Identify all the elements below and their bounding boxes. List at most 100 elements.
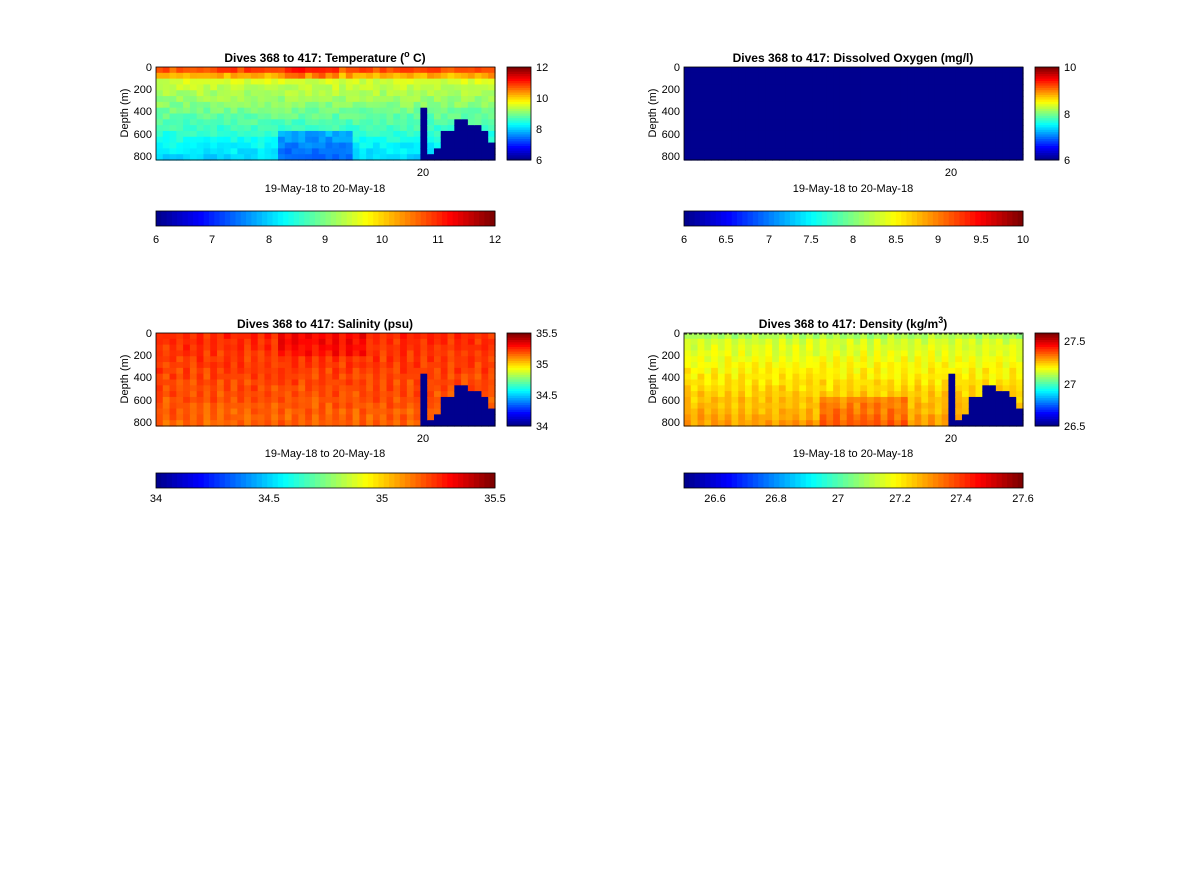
heatmap-cell [420, 420, 428, 427]
colorbar-swatch [1035, 113, 1059, 117]
heatmap-cell [792, 125, 800, 132]
heatmap-cell [325, 338, 333, 346]
heatmap-cell [1002, 367, 1011, 375]
heatmap-cell [833, 367, 841, 375]
heatmap-cell [461, 420, 469, 427]
heatmap-cell [352, 373, 360, 381]
heatmap-cell [250, 420, 259, 427]
heatmap-cell [250, 101, 259, 109]
heatmap-cell [751, 78, 760, 86]
heatmap-cell [799, 356, 807, 363]
heatmap-cell [189, 67, 198, 74]
heatmap-cell [907, 350, 916, 357]
heatmap-cell [481, 96, 489, 103]
heatmap-cell [975, 78, 983, 86]
heatmap-cell [440, 356, 449, 363]
heatmap-cell [325, 78, 333, 86]
heatmap-cell [785, 107, 794, 115]
heatmap-cell [400, 338, 408, 346]
heatmap-cell [921, 350, 929, 357]
heatmap-cell [717, 373, 726, 381]
heatmap-cell [196, 67, 205, 74]
heatmap-cell [690, 78, 699, 86]
heatmap-cell [751, 420, 760, 427]
heatmap-cell [488, 385, 496, 392]
heatmap-cell [900, 414, 909, 421]
heatmap-cell [826, 90, 834, 97]
colorbar-swatch [747, 473, 754, 488]
heatmap-cell [372, 154, 381, 161]
heatmap-cell [955, 420, 963, 427]
heatmap-cell [461, 148, 469, 155]
heatmap-cell [318, 96, 327, 103]
heatmap-cell [778, 67, 787, 74]
heatmap-cell [400, 78, 408, 86]
heatmap-cell [169, 391, 177, 398]
heatmap-cell [697, 396, 705, 404]
heatmap-cell [690, 142, 699, 149]
heatmap-cell [799, 373, 807, 381]
heatmap-cell [684, 373, 692, 381]
heatmap-cell [162, 391, 171, 398]
heatmap-cell [366, 101, 374, 109]
heatmap-cell [711, 344, 719, 352]
colorbar-swatch [901, 473, 907, 488]
heatmap-cell [311, 338, 320, 346]
heatmap-cell [867, 90, 875, 97]
colorbar-swatch [431, 211, 438, 226]
heatmap-cell [982, 78, 990, 86]
heatmap-cell [420, 367, 428, 375]
colorbar-swatch [1035, 115, 1059, 119]
heatmap-cell [873, 113, 882, 120]
heatmap-cell [393, 113, 401, 120]
heatmap-cell [325, 67, 333, 74]
heatmap-cell [440, 90, 449, 97]
heatmap-cell [975, 408, 983, 415]
heatmap-cell [724, 96, 733, 103]
heatmap-cell [481, 414, 489, 421]
heatmap-cell [305, 101, 313, 109]
heatmap-cell [447, 136, 455, 144]
heatmap-cell [860, 356, 868, 363]
heatmap-cell [900, 72, 909, 80]
heatmap-cell [257, 420, 266, 427]
colorbar-swatch [507, 416, 531, 420]
heatmap-cell [928, 142, 936, 149]
heatmap-cell [880, 373, 888, 381]
heatmap-cell [176, 333, 184, 340]
heatmap-cell [731, 96, 739, 103]
heatmap-cell [196, 148, 205, 155]
heatmap-cell [366, 67, 374, 74]
heatmap-cell [819, 96, 827, 103]
colorbar-swatch [1035, 150, 1059, 154]
heatmap-cell [900, 338, 909, 346]
heatmap-cell [257, 72, 266, 80]
heatmap-cell [900, 385, 909, 392]
colorbar-tick-label: 27.6 [1012, 493, 1033, 505]
colorbar-swatch [426, 211, 432, 226]
heatmap-cell [894, 72, 902, 80]
heatmap-cell [427, 356, 435, 363]
heatmap-cell [724, 78, 733, 86]
heatmap-cell [244, 125, 252, 132]
colorbar-swatch [784, 473, 791, 488]
colorbar-swatch [507, 407, 531, 411]
heatmap-cell [799, 90, 807, 97]
heatmap-cell [799, 148, 807, 155]
colorbar-swatch [837, 473, 844, 488]
heatmap-cell [846, 67, 855, 74]
heatmap-cell [237, 113, 245, 120]
colorbar-swatch [885, 211, 892, 226]
heatmap-cell [690, 84, 699, 91]
heatmap-cell [372, 148, 381, 155]
heatmap-cell [467, 338, 476, 346]
heatmap-cell [223, 72, 232, 80]
heatmap-cell [887, 78, 895, 86]
heatmap-cell [318, 154, 327, 161]
heatmap-cell [982, 142, 990, 149]
heatmap-cell [257, 362, 266, 369]
heatmap-cell [400, 107, 408, 115]
colorbar-swatch [1035, 111, 1059, 115]
heatmap-cell [467, 367, 476, 375]
